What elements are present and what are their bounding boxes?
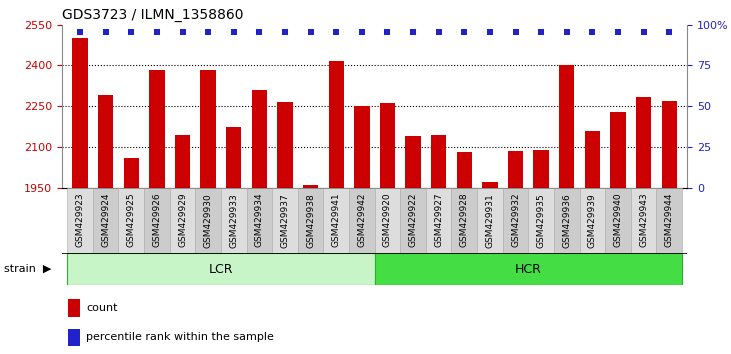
Bar	[349, 188, 375, 253]
Text: GSM429933: GSM429933	[230, 193, 238, 247]
Bar	[662, 101, 677, 188]
Text: GSM429932: GSM429932	[511, 193, 520, 247]
Bar	[508, 151, 523, 188]
Text: count: count	[86, 303, 118, 313]
Text: GSM429934: GSM429934	[255, 193, 264, 247]
Bar	[431, 135, 447, 188]
Bar	[457, 152, 472, 188]
Bar	[559, 65, 575, 188]
Bar	[554, 188, 580, 253]
Text: GSM429929: GSM429929	[178, 193, 187, 247]
Bar	[69, 299, 80, 317]
Bar	[482, 182, 498, 188]
Bar	[277, 102, 292, 188]
Text: GSM429939: GSM429939	[588, 193, 597, 247]
Bar	[605, 188, 631, 253]
Text: GSM429944: GSM429944	[664, 193, 674, 247]
Text: LCR: LCR	[208, 263, 233, 275]
Bar	[69, 329, 80, 346]
Bar	[426, 188, 452, 253]
Text: GSM429940: GSM429940	[613, 193, 623, 247]
Text: GSM429931: GSM429931	[485, 193, 494, 247]
Bar	[195, 188, 221, 253]
Bar	[585, 131, 600, 188]
Bar	[452, 188, 477, 253]
Bar	[144, 188, 170, 253]
Text: GSM429920: GSM429920	[383, 193, 392, 247]
Bar	[631, 188, 656, 253]
Bar	[323, 188, 349, 253]
Text: GSM429927: GSM429927	[434, 193, 443, 247]
Bar	[380, 103, 395, 188]
Text: percentile rank within the sample: percentile rank within the sample	[86, 332, 274, 342]
Bar	[149, 70, 164, 188]
Text: strain  ▶: strain ▶	[4, 264, 51, 274]
Bar	[175, 135, 190, 188]
Bar	[124, 158, 139, 188]
Text: HCR: HCR	[515, 263, 542, 275]
Bar	[354, 106, 369, 188]
Bar	[477, 188, 503, 253]
Bar	[200, 70, 216, 188]
Text: GSM429942: GSM429942	[357, 193, 366, 247]
Text: GSM429937: GSM429937	[281, 193, 289, 247]
Bar	[226, 127, 241, 188]
Bar	[328, 62, 344, 188]
Text: GSM429923: GSM429923	[75, 193, 85, 247]
Text: GSM429930: GSM429930	[204, 193, 213, 247]
Bar	[98, 95, 113, 188]
Bar	[375, 253, 682, 285]
Bar	[67, 253, 375, 285]
Bar	[406, 136, 421, 188]
Text: GSM429925: GSM429925	[126, 193, 136, 247]
Bar	[503, 188, 529, 253]
Text: GSM429926: GSM429926	[152, 193, 162, 247]
Text: GDS3723 / ILMN_1358860: GDS3723 / ILMN_1358860	[62, 8, 243, 22]
Bar	[534, 150, 549, 188]
Bar	[580, 188, 605, 253]
Text: GSM429935: GSM429935	[537, 193, 545, 247]
Bar	[298, 188, 323, 253]
Text: GSM429941: GSM429941	[332, 193, 341, 247]
Bar	[272, 188, 298, 253]
Text: GSM429922: GSM429922	[409, 193, 417, 247]
Bar	[303, 185, 318, 188]
Bar	[610, 112, 626, 188]
Bar	[251, 90, 267, 188]
Bar	[246, 188, 272, 253]
Bar	[118, 188, 144, 253]
Text: GSM429938: GSM429938	[306, 193, 315, 247]
Bar	[93, 188, 118, 253]
Bar	[221, 188, 246, 253]
Text: GSM429924: GSM429924	[101, 193, 110, 247]
Bar	[529, 188, 554, 253]
Bar	[375, 188, 401, 253]
Bar	[656, 188, 682, 253]
Bar	[170, 188, 195, 253]
Text: GSM429943: GSM429943	[639, 193, 648, 247]
Bar	[636, 97, 651, 188]
Bar	[67, 188, 93, 253]
Bar	[401, 188, 426, 253]
Bar	[72, 38, 88, 188]
Text: GSM429928: GSM429928	[460, 193, 469, 247]
Text: GSM429936: GSM429936	[562, 193, 571, 247]
